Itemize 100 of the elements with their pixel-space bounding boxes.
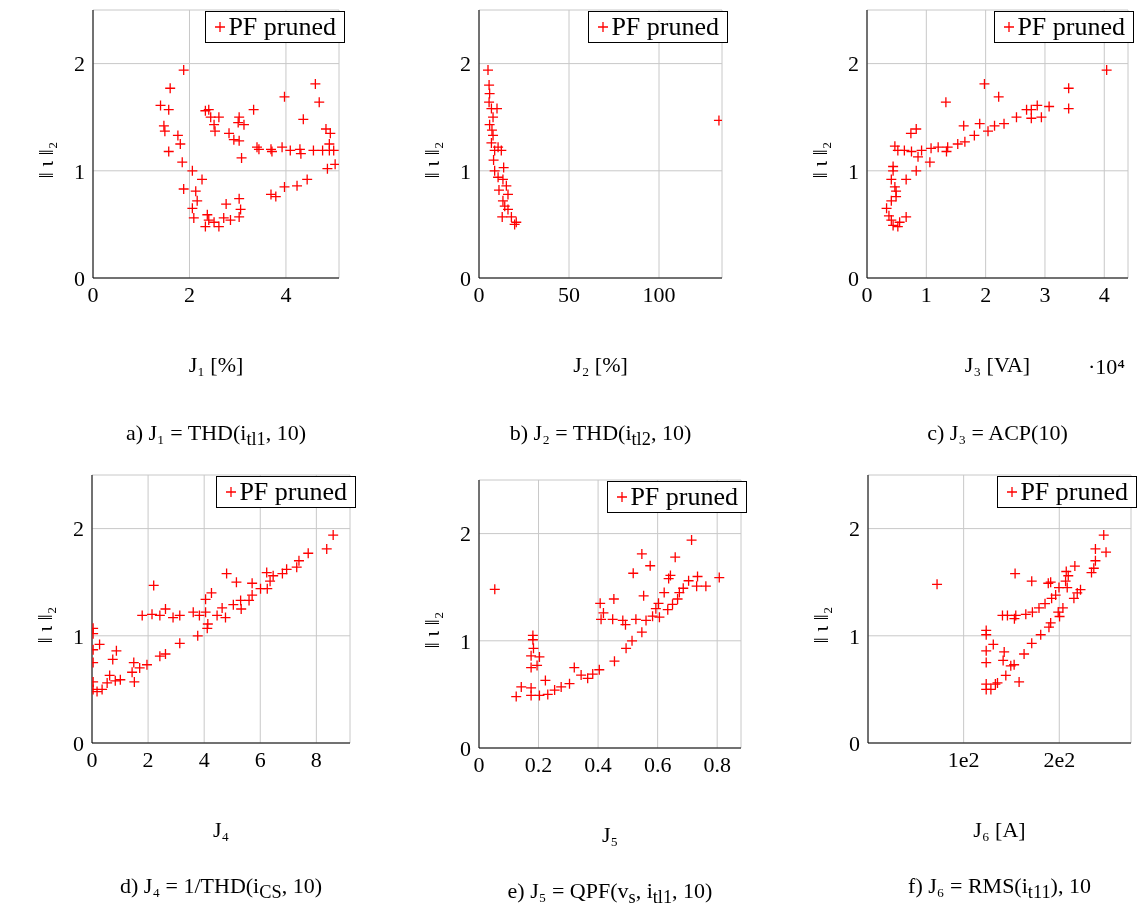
point	[980, 683, 992, 696]
point	[1045, 592, 1058, 604]
y-tick-label: 1	[73, 623, 84, 649]
point	[548, 684, 561, 696]
point	[1025, 112, 1037, 124]
y-tick-label: 0	[849, 730, 860, 756]
point	[1089, 555, 1102, 567]
x-axis-title: J₄	[211, 817, 231, 843]
point	[988, 120, 1001, 132]
x-tick-label: 0.8	[703, 751, 731, 777]
y-axis-title: ‖ ι ‖₂	[419, 610, 445, 651]
point	[563, 678, 576, 690]
point	[487, 111, 499, 123]
point	[900, 173, 912, 186]
text: d) J₄ = 1/THD(i$_{CS}$, 10)	[119, 873, 323, 904]
point	[542, 688, 554, 701]
point	[905, 127, 917, 139]
y-tick-label: 2	[460, 51, 471, 77]
y-axis-title: ‖ ι ‖₂	[808, 605, 834, 646]
x-tick-label: 0.2	[524, 751, 553, 777]
point	[1088, 562, 1100, 574]
x-axis-title: J₆ [A]	[972, 817, 1027, 843]
point	[483, 79, 495, 91]
point	[1039, 597, 1051, 610]
point	[593, 664, 605, 676]
y-tick-label: 1	[460, 158, 471, 184]
point	[646, 610, 659, 622]
point	[673, 586, 686, 599]
text: f) J₆ = RMS(i$_{t11}$), 10	[907, 873, 1092, 904]
point	[987, 638, 999, 651]
point	[607, 613, 619, 626]
y-tick-label: 0	[848, 265, 859, 291]
point	[1026, 637, 1038, 649]
text: a) J₁ = THD(i$_{tl1}$, 10)	[124, 420, 308, 451]
point	[653, 611, 666, 623]
y-tick-label: 1	[460, 628, 471, 654]
point	[1018, 648, 1030, 660]
x-tick-label: 4	[198, 746, 210, 772]
point	[1100, 546, 1112, 558]
point	[525, 650, 537, 662]
x-tick-label: 8	[310, 746, 322, 772]
y-axis-title: ‖ ι ‖₂	[807, 140, 833, 181]
x-tick-label: 2	[980, 281, 992, 307]
point	[626, 635, 638, 647]
y-tick-label: 2	[849, 516, 860, 542]
legend-label: PF pruned	[1020, 477, 1128, 507]
point	[959, 136, 971, 148]
point	[636, 548, 648, 560]
legend-label: PF pruned	[611, 12, 719, 42]
x-axis-title: J₃ [VA]	[964, 352, 1031, 377]
point	[1049, 589, 1062, 601]
point	[1059, 575, 1072, 587]
x-tick-label: 4	[280, 281, 292, 307]
point	[700, 580, 712, 592]
point	[644, 560, 656, 572]
x-tick-label: 4	[1098, 281, 1110, 307]
y-axis-title: ‖ ι ‖₂	[33, 140, 59, 181]
y-tick-label: 0	[74, 265, 85, 291]
point	[487, 129, 499, 142]
point	[487, 154, 500, 166]
y-tick-label: 0	[460, 265, 471, 291]
point	[1069, 560, 1081, 572]
point	[489, 583, 501, 595]
point	[880, 202, 893, 214]
point	[968, 129, 981, 142]
point	[685, 534, 698, 546]
point	[669, 551, 681, 563]
point	[1089, 543, 1102, 555]
point	[691, 570, 704, 583]
point	[482, 64, 494, 76]
point	[982, 125, 994, 137]
point	[555, 681, 567, 693]
point	[1031, 99, 1043, 112]
y-tick-label: 0	[73, 730, 84, 756]
point	[998, 646, 1010, 658]
x-tick-label: 6	[254, 746, 266, 772]
point	[533, 651, 546, 663]
point	[980, 656, 992, 669]
point	[525, 682, 537, 694]
point	[620, 642, 632, 654]
point	[1063, 82, 1075, 94]
point	[640, 614, 652, 627]
point	[900, 211, 912, 223]
point	[527, 642, 540, 654]
point	[533, 689, 546, 702]
point	[1057, 602, 1069, 614]
point	[587, 668, 599, 680]
y-tick-label: 2	[74, 51, 85, 77]
point	[617, 614, 629, 627]
point	[608, 655, 621, 667]
point	[952, 138, 964, 150]
x-tick-label: 100	[642, 281, 676, 307]
point	[1085, 566, 1098, 579]
point	[595, 613, 607, 626]
point	[932, 141, 944, 153]
point	[958, 120, 970, 132]
point	[1060, 565, 1072, 578]
point	[662, 604, 674, 616]
point	[636, 626, 648, 638]
point	[925, 142, 937, 154]
